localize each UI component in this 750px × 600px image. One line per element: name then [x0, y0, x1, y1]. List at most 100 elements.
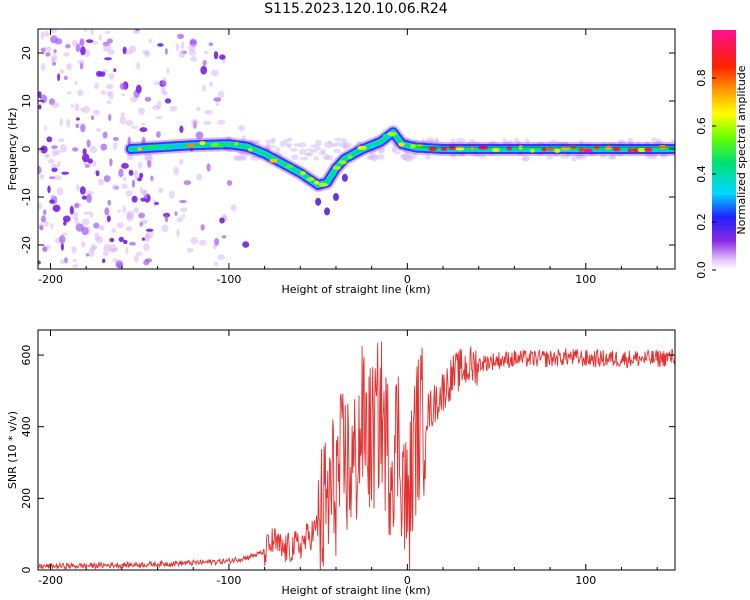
colorbar: 0.0 0.2 0.4 0.6 0.8 Normalized spectral ampli…: [695, 30, 748, 279]
snr-frame: [37, 329, 676, 571]
noise-blob: [206, 163, 211, 172]
noise-blob: [53, 49, 57, 54]
noise-blob: [164, 98, 172, 104]
band-blob: [239, 152, 245, 160]
noise-blob: [108, 113, 112, 122]
noise-blob: [59, 235, 66, 244]
noise-blob: [81, 195, 88, 200]
noise-blob: [179, 207, 188, 212]
noise-blob: [143, 190, 148, 200]
ridge-hotspot: [347, 154, 353, 159]
noise-blob: [92, 41, 99, 45]
noise-blob: [109, 237, 115, 243]
band-blob: [280, 140, 286, 144]
spectrogram-ytick-label: 0: [20, 146, 33, 153]
band-blob: [299, 156, 309, 161]
noise-blob: [200, 65, 208, 75]
noise-blob: [103, 69, 108, 73]
noise-blob: [66, 91, 72, 95]
ridge-hotspot: [173, 144, 183, 149]
noise-blob: [140, 122, 146, 126]
spectrogram-xtick-label: 0: [404, 273, 411, 286]
noise-blob: [137, 107, 146, 115]
noise-blob: [46, 136, 53, 143]
noise-blob: [79, 38, 85, 46]
noise-blob: [79, 186, 86, 195]
snr-ytick-label: 400: [20, 416, 33, 437]
noise-blob: [179, 125, 184, 133]
noise-blob: [145, 155, 153, 163]
noise-blob: [125, 119, 134, 126]
noise-blob: [135, 251, 143, 256]
noise-blob: [181, 41, 185, 50]
noise-blob: [91, 245, 98, 250]
noise-blob: [74, 202, 80, 209]
colorbar-label: Normalized spectral amplitude: [735, 65, 748, 234]
noise-blob: [38, 104, 42, 110]
noise-blob: [61, 171, 70, 175]
noise-blob: [57, 73, 61, 82]
noise-blob: [161, 224, 169, 233]
band-blob: [291, 154, 299, 161]
band-blob: [524, 138, 530, 145]
colorbar-tick-label: 0.8: [695, 69, 708, 87]
noise-blob: [158, 187, 164, 193]
noise-blob: [59, 144, 67, 153]
ridge-hotspot: [257, 151, 265, 156]
ridge-secondary-point: [341, 173, 348, 182]
noise-blob: [166, 67, 170, 75]
colorbar-tick-label: 0.2: [695, 213, 708, 231]
spectrogram: [38, 29, 675, 269]
chart-title: S115.2023.120.10.06.R24: [264, 1, 448, 17]
noise-blob: [72, 258, 77, 263]
noise-blob: [44, 30, 50, 37]
noise-blob: [119, 82, 127, 90]
noise-blob: [155, 115, 163, 120]
noise-blob: [38, 148, 43, 154]
noise-blob: [42, 46, 47, 51]
ridge-hotspot: [234, 141, 239, 146]
band-blob: [392, 145, 397, 152]
noise-blob: [162, 91, 168, 96]
noise-blob: [147, 160, 152, 168]
ridge-hotspot: [285, 164, 294, 169]
noise-blob: [38, 260, 41, 265]
band-blob: [334, 138, 344, 142]
noise-blob: [190, 56, 198, 62]
noise-blob: [100, 143, 108, 151]
noise-blob: [138, 212, 146, 219]
noise-blob: [209, 81, 213, 88]
ridge-hotspot: [338, 160, 347, 165]
band-blob: [370, 154, 379, 162]
noise-blob: [106, 100, 112, 105]
spectrogram-xtick-label: -200: [38, 273, 63, 286]
noise-blob: [74, 80, 78, 85]
noise-blob: [72, 147, 79, 152]
noise-blob: [96, 70, 103, 77]
noise-blob: [80, 123, 86, 133]
noise-blob: [83, 29, 87, 33]
noise-blob: [190, 236, 199, 245]
noise-blob: [52, 204, 61, 212]
noise-blob: [119, 116, 126, 125]
noise-blob: [188, 49, 197, 56]
noise-blob: [186, 247, 194, 253]
noise-blob: [60, 243, 64, 251]
noise-blob: [118, 236, 125, 242]
noise-blob: [109, 158, 113, 167]
band-blob: [322, 155, 330, 160]
noise-blob: [153, 81, 162, 86]
noise-blob: [80, 107, 85, 112]
noise-blob: [75, 223, 84, 232]
ridge-hotspot: [159, 146, 168, 151]
noise-blob: [183, 180, 192, 186]
noise-blob: [129, 241, 136, 246]
noise-blob: [39, 173, 45, 180]
noise-blob: [213, 261, 219, 267]
noise-blob: [92, 109, 100, 115]
ridge-hotspot: [199, 141, 206, 146]
noise-blob: [51, 57, 56, 64]
noise-blob: [213, 51, 219, 60]
noise-blob: [39, 225, 44, 231]
ridge-hotspot: [578, 147, 585, 152]
